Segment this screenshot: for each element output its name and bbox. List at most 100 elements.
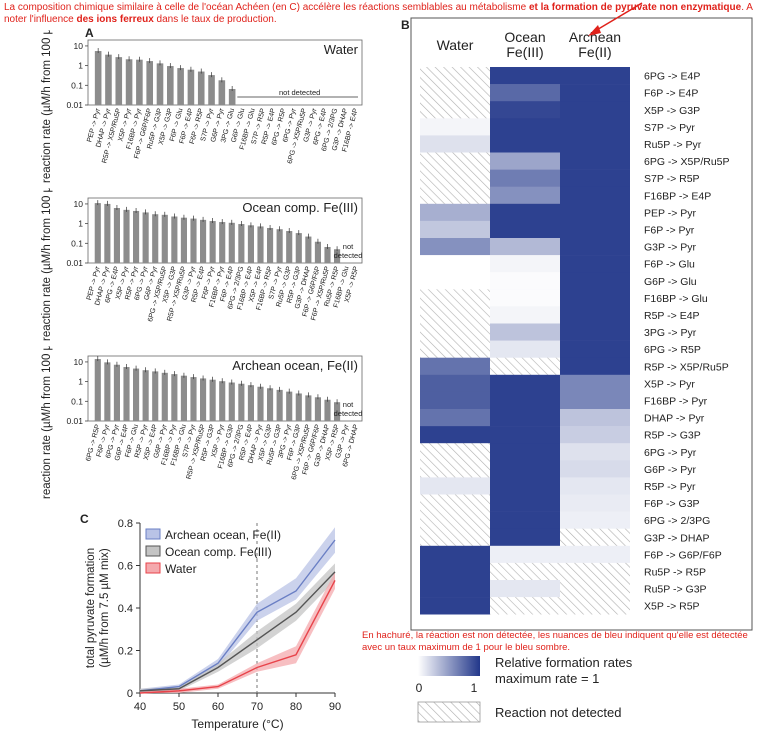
- heatmap-row-label: R5P -> Pyr: [644, 481, 696, 493]
- heatmap-row-label: S7P -> R5P: [644, 173, 700, 185]
- panel-label-b: B: [401, 18, 410, 32]
- bar-chart-ytick-label: 0.1: [71, 80, 83, 90]
- not-detected-label: not: [343, 242, 354, 251]
- heatmap-cell: [490, 84, 560, 102]
- bar-chart-title: Archean ocean, Fe(II): [232, 358, 358, 373]
- bar: [142, 212, 149, 263]
- bar: [133, 210, 140, 263]
- heatmap-cell: [490, 374, 560, 393]
- bar: [190, 218, 197, 263]
- heatmap-row-label: Ru5P -> R5P: [644, 566, 706, 578]
- line-chart-xlabel: Temperature (°C): [191, 717, 283, 731]
- heatmap-row-label: 6PG -> Pyr: [644, 447, 697, 459]
- bar: [180, 217, 187, 263]
- line-chart-xtick-label: 90: [329, 701, 341, 713]
- bar: [267, 388, 274, 421]
- heatmap-cell: [490, 238, 560, 256]
- bar: [180, 375, 187, 421]
- line-chart-xtick-label: 60: [212, 701, 224, 713]
- bar: [190, 377, 197, 421]
- bar: [276, 229, 283, 263]
- heatmap-cell: [490, 152, 560, 170]
- heatmap-column-header: Archean Fe(II): [569, 29, 621, 60]
- heatmap-cell: [490, 289, 560, 307]
- heatmap-row-label: F6P -> E4P: [644, 88, 698, 100]
- heatmap-cell: [560, 289, 630, 307]
- heatmap-row-label: X5P -> G3P: [644, 105, 700, 117]
- heatmap-cell: [420, 409, 490, 427]
- heatmap-cell: [560, 340, 630, 358]
- heatmap-cell: [420, 306, 490, 324]
- bar: [286, 391, 293, 421]
- heatmap-cell: [560, 357, 630, 376]
- heatmap-cell: [490, 511, 560, 529]
- line-chart-legend-swatch: [145, 545, 161, 557]
- bar: [324, 399, 331, 421]
- bar: [238, 383, 245, 421]
- heatmap-cell: [560, 409, 630, 427]
- line-chart-xtick-label: 70: [251, 701, 263, 713]
- line-chart-confidence-band: [140, 571, 335, 693]
- heatmap-row-label: 6PG -> X5P/Ru5P: [644, 156, 730, 168]
- heatmap-frame: [410, 17, 753, 631]
- heatmap-cell: [560, 562, 630, 581]
- heatmap-cell: [490, 67, 560, 85]
- heatmap-row-label: Ru5P -> G3P: [644, 584, 707, 596]
- bar: [197, 71, 205, 105]
- heatmap-cell: [560, 67, 630, 85]
- bar: [152, 371, 159, 421]
- heatmap-cell: [490, 255, 560, 273]
- not-detected-swatch: [417, 701, 481, 723]
- heatmap-row-label: F16BP -> E4P: [644, 190, 711, 202]
- heatmap-cell: [560, 477, 630, 495]
- heatmap-cell: [560, 186, 630, 205]
- bar: [104, 203, 111, 263]
- heatmap-row-label: F16BP -> Pyr: [644, 395, 708, 407]
- line-chart-ytick-label: 0.4: [118, 603, 133, 615]
- heatmap-cell: [560, 84, 630, 102]
- bar-chart-ytick-label: 1: [78, 61, 83, 71]
- not-detected-label: detected: [334, 409, 363, 418]
- bar: [238, 224, 245, 263]
- heatmap-cell: [420, 220, 490, 239]
- heatmap-cell: [420, 494, 490, 512]
- heatmap-cell: [560, 306, 630, 324]
- heatmap-cell: [560, 494, 630, 512]
- line-chart-ytick-label: 0: [127, 688, 133, 700]
- heatmap-row-label: X5P -> Pyr: [644, 378, 695, 390]
- bar: [156, 63, 164, 105]
- bar: [276, 389, 283, 421]
- bar: [171, 216, 178, 263]
- line-chart-xtick-label: 40: [134, 701, 146, 713]
- heatmap-cell: [490, 357, 560, 376]
- heatmap-row-label: 6PG -> 2/3PG: [644, 515, 710, 527]
- bar: [295, 393, 302, 421]
- bar: [228, 88, 236, 105]
- heatmap-row-label: X5P -> R5P: [644, 601, 700, 613]
- heatmap-cell: [490, 460, 560, 478]
- top-annotation-part2: . A noter l'influence: [4, 2, 753, 25]
- bar: [228, 222, 235, 263]
- heatmap-cell: [560, 374, 630, 393]
- heatmap-annotation: En hachuré, la réaction est non détectée…: [362, 630, 748, 653]
- bar: [314, 397, 321, 421]
- bar: [209, 221, 216, 263]
- line-chart-series-line: [139, 539, 336, 692]
- heatmap-cell: [490, 340, 560, 358]
- bar-chart-ocean-fe3: reaction rate (µM/h from 100 µM Substrat…: [41, 188, 363, 341]
- heatmap-cell: [560, 443, 630, 461]
- bar: [286, 231, 293, 263]
- heatmap-cell: [420, 289, 490, 307]
- bar-chart-ytick-label: 0.01: [66, 100, 83, 110]
- heatmap-cell: [490, 186, 560, 205]
- heatmap-row-label: R5P -> X5P/Ru5P: [644, 361, 729, 373]
- heatmap-cell: [420, 135, 490, 153]
- bar: [267, 227, 274, 263]
- heatmap-row-label: G6P -> Pyr: [644, 464, 697, 476]
- not-detected-legend-label: Reaction not detected: [495, 705, 621, 720]
- bar: [152, 214, 159, 263]
- heatmap-cell: [420, 511, 490, 529]
- heatmap-cell: [560, 545, 630, 564]
- bar: [123, 209, 130, 263]
- top-annotation-bold2: des ions ferreux: [76, 14, 154, 25]
